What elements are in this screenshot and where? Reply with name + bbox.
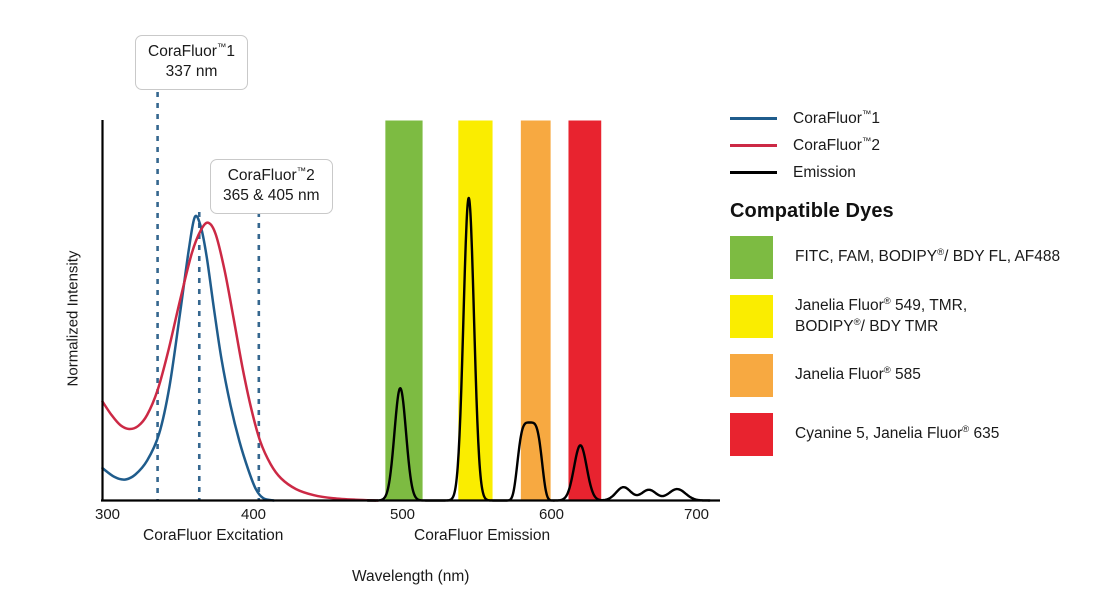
callout-cf1-line2: 337 nm	[165, 62, 218, 80]
dye-item-0[interactable]: FITC, FAM, BODIPY®/ BDY FL, AF488	[730, 236, 1105, 279]
legend-item-0[interactable]: CoraFluor™1	[730, 105, 1100, 132]
dye-item-1[interactable]: Janelia Fluor® 549, TMR, BODIPY®/ BDY TMR	[730, 295, 1105, 338]
callout-cf2-line1: CoraFluor™2	[227, 166, 315, 185]
x-tick-400: 400	[241, 506, 267, 523]
region-label-emission: CoraFluor Emission	[414, 527, 551, 544]
legend-item-1[interactable]: CoraFluor™2	[730, 132, 1100, 159]
x-tick-300: 300	[95, 506, 121, 523]
dye-color-swatch	[730, 354, 773, 397]
x-axis-title: Wavelength (nm)	[352, 568, 470, 585]
compatible-dyes-title: Compatible Dyes	[730, 200, 894, 222]
dye-item-label: Janelia Fluor® 585	[795, 365, 921, 384]
callout-cf2-line2: 365 & 405 nm	[223, 186, 320, 204]
dye-item-2[interactable]: Janelia Fluor® 585	[730, 354, 1105, 397]
curve-corafluor1	[101, 214, 275, 502]
curve-corafluor2	[101, 221, 380, 502]
dye-color-swatch	[730, 295, 773, 338]
dye-color-swatch	[730, 236, 773, 279]
orange-band	[520, 120, 551, 501]
dye-item-label: Cyanine 5, Janelia Fluor® 635	[795, 424, 1000, 443]
callout-corafluor1: CoraFluor™1 337 nm	[135, 35, 249, 90]
legend-line-swatch	[730, 117, 777, 120]
x-tick-700: 700	[684, 506, 710, 523]
axes	[101, 120, 720, 502]
legend-item-label: CoraFluor™2	[793, 135, 881, 155]
legend-line-swatch	[730, 144, 777, 147]
callout-cf1-line1: CoraFluor™1	[148, 42, 236, 61]
legend-line-swatch	[730, 171, 777, 174]
red-band	[568, 120, 602, 501]
wavelength-bands	[385, 120, 602, 501]
legend-item-2[interactable]: Emission	[730, 159, 1100, 186]
legend-item-label: CoraFluor™1	[793, 108, 881, 128]
dye-item-label: FITC, FAM, BODIPY®/ BDY FL, AF488	[795, 247, 1061, 266]
x-tick-600: 600	[539, 506, 565, 523]
series-legend: CoraFluor™1 CoraFluor™2 Emission	[730, 105, 1100, 186]
legend-item-label: Emission	[793, 163, 856, 181]
x-tick-500: 500	[390, 506, 416, 523]
dye-color-swatch	[730, 413, 773, 456]
dye-item-label: Janelia Fluor® 549, TMR, BODIPY®/ BDY TMR	[795, 295, 968, 335]
green-band	[385, 120, 423, 501]
region-label-excitation: CoraFluor Excitation	[143, 527, 284, 544]
compatible-dyes-list: FITC, FAM, BODIPY®/ BDY FL, AF488 Janelia…	[730, 236, 1105, 472]
y-axis-title: Normalized Intensity	[64, 250, 82, 387]
excitation-marker-lines	[156, 92, 261, 501]
dye-item-3[interactable]: Cyanine 5, Janelia Fluor® 635	[730, 413, 1105, 456]
callout-corafluor2: CoraFluor™2 365 & 405 nm	[210, 159, 333, 214]
